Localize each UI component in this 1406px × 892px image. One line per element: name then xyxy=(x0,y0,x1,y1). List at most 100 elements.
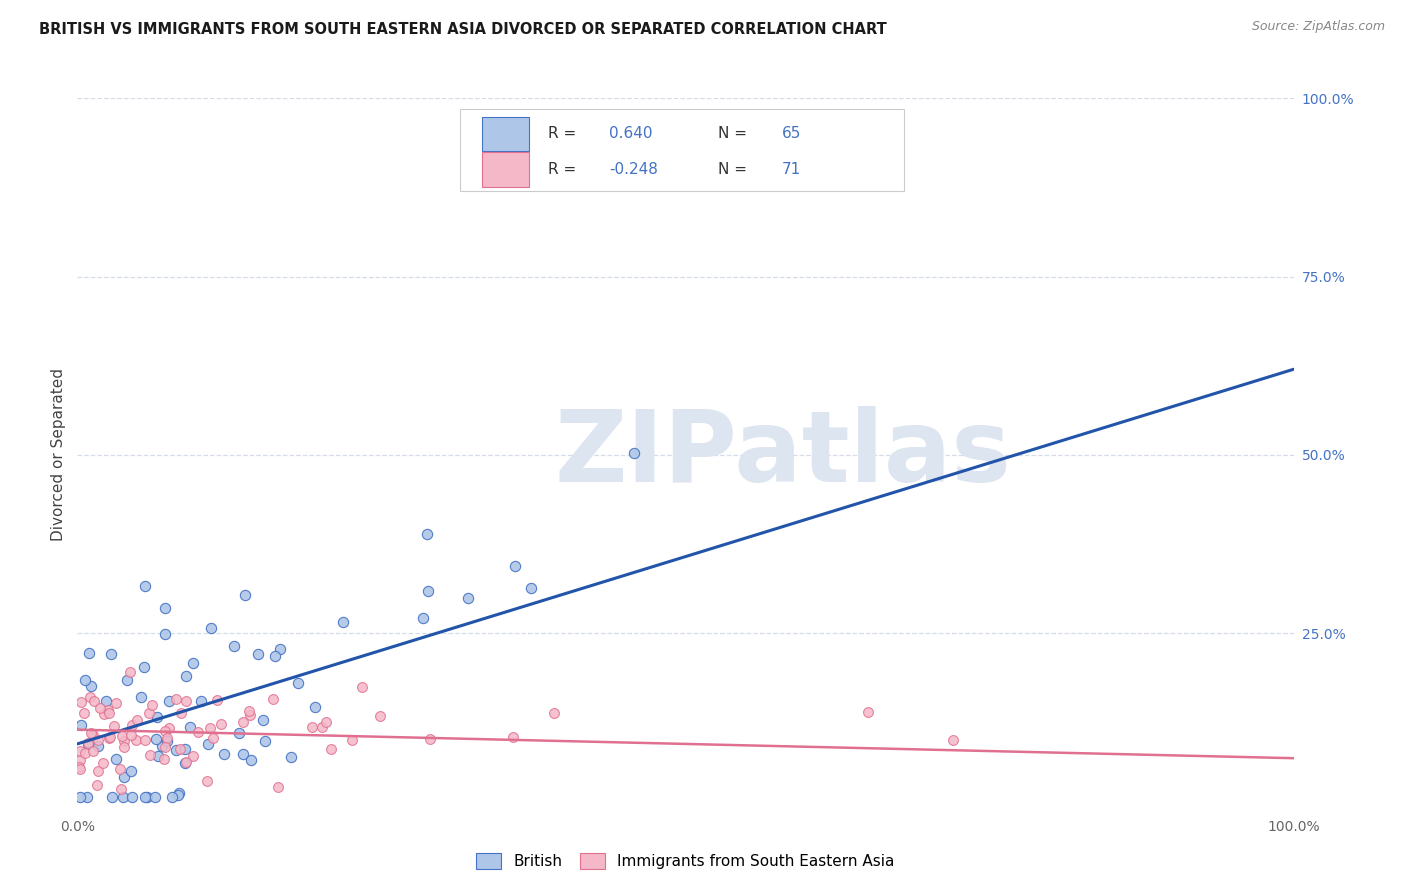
Point xyxy=(67,760,90,774)
Point xyxy=(503,558,526,573)
Point xyxy=(153,739,176,754)
Text: R =: R = xyxy=(548,162,581,177)
Point xyxy=(201,731,224,746)
Text: 65: 65 xyxy=(782,127,801,141)
Point xyxy=(200,721,222,735)
Point xyxy=(240,753,263,767)
Point xyxy=(174,694,197,708)
Point xyxy=(457,591,479,606)
Point xyxy=(70,717,93,731)
Point xyxy=(112,740,135,755)
Point xyxy=(115,673,138,688)
Point xyxy=(83,694,105,708)
Point xyxy=(87,764,110,779)
Point xyxy=(416,584,439,599)
Point xyxy=(125,713,148,727)
Point xyxy=(412,611,434,625)
Point xyxy=(104,752,127,766)
Text: ZIPatlas: ZIPatlas xyxy=(554,407,1011,503)
Point xyxy=(114,770,136,784)
Point xyxy=(543,706,565,721)
Point xyxy=(73,746,96,760)
Point xyxy=(138,747,160,762)
Point xyxy=(174,755,197,769)
Point xyxy=(120,727,142,741)
Point xyxy=(70,695,93,709)
Point xyxy=(86,778,108,792)
Point xyxy=(125,733,148,747)
Point xyxy=(212,747,235,762)
Point xyxy=(111,790,134,805)
Point xyxy=(228,726,250,740)
Point xyxy=(287,676,309,690)
Text: Source: ZipAtlas.com: Source: ZipAtlas.com xyxy=(1251,20,1385,33)
Point xyxy=(263,648,285,663)
Point xyxy=(856,705,879,719)
Point xyxy=(160,790,183,805)
Point xyxy=(183,656,205,670)
Point xyxy=(304,700,326,714)
Point xyxy=(262,692,284,706)
Point xyxy=(77,735,100,749)
Point xyxy=(165,691,187,706)
Point xyxy=(200,621,222,635)
Point xyxy=(209,717,232,731)
Point xyxy=(419,732,441,747)
Point xyxy=(502,730,524,744)
Point xyxy=(321,742,343,756)
Point xyxy=(246,647,269,661)
Point xyxy=(112,734,135,748)
Point xyxy=(156,734,179,748)
Point xyxy=(79,690,101,705)
Point xyxy=(301,720,323,734)
Point xyxy=(153,751,176,765)
Text: -0.248: -0.248 xyxy=(609,162,658,177)
Point xyxy=(368,709,391,723)
Point xyxy=(111,729,134,743)
Point xyxy=(145,731,167,746)
Point xyxy=(169,742,191,756)
Point xyxy=(86,733,108,747)
Point xyxy=(69,753,91,767)
Point xyxy=(120,764,142,778)
Point xyxy=(195,773,218,788)
Point xyxy=(340,732,363,747)
Point xyxy=(129,690,152,705)
Point xyxy=(520,582,543,596)
Point xyxy=(148,748,170,763)
Point xyxy=(174,756,197,771)
Point xyxy=(165,743,187,757)
Point xyxy=(93,707,115,722)
Text: N =: N = xyxy=(718,162,752,177)
Point xyxy=(197,737,219,751)
Text: 71: 71 xyxy=(782,162,801,177)
Point xyxy=(72,706,94,720)
Point xyxy=(97,706,120,721)
Y-axis label: Divorced or Separated: Divorced or Separated xyxy=(51,368,66,541)
Point xyxy=(87,739,110,753)
Point xyxy=(98,730,121,744)
Point xyxy=(232,715,254,730)
Text: BRITISH VS IMMIGRANTS FROM SOUTH EASTERN ASIA DIVORCED OR SEPARATED CORRELATION : BRITISH VS IMMIGRANTS FROM SOUTH EASTERN… xyxy=(39,22,887,37)
Point xyxy=(252,713,274,727)
Point xyxy=(82,744,104,758)
Point xyxy=(155,723,177,738)
Point xyxy=(80,679,103,693)
Point xyxy=(89,700,111,714)
Point xyxy=(187,724,209,739)
Point xyxy=(233,589,256,603)
Point xyxy=(96,693,118,707)
Point xyxy=(134,579,156,593)
Point xyxy=(97,731,120,745)
Point xyxy=(239,707,262,722)
Point xyxy=(267,780,290,795)
Point xyxy=(136,790,159,805)
Point xyxy=(222,639,245,653)
Point xyxy=(167,786,190,800)
FancyBboxPatch shape xyxy=(482,117,529,151)
Point xyxy=(69,790,91,805)
Point xyxy=(253,733,276,747)
Point xyxy=(174,741,197,756)
Point xyxy=(121,790,143,805)
Point xyxy=(332,615,354,629)
